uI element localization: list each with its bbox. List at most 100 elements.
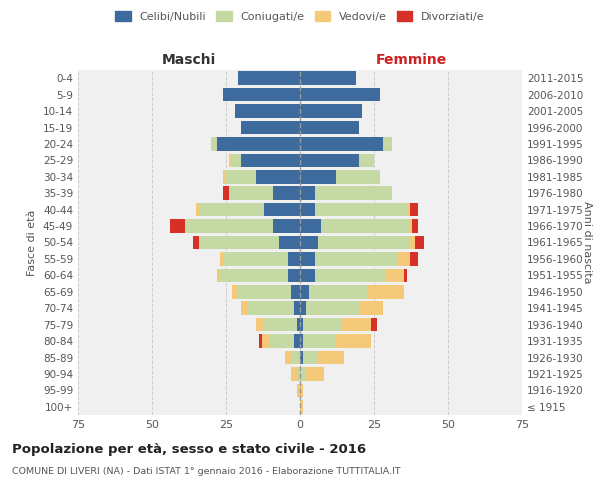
Bar xyxy=(359,302,383,315)
Bar xyxy=(223,170,226,183)
Bar xyxy=(300,285,309,298)
Bar xyxy=(279,236,300,249)
Bar xyxy=(238,72,300,85)
Bar xyxy=(359,154,374,167)
Bar xyxy=(318,351,344,364)
Bar xyxy=(300,154,359,167)
Bar xyxy=(300,302,306,315)
Bar xyxy=(410,203,418,216)
Bar xyxy=(291,285,300,298)
Bar xyxy=(300,72,356,85)
Bar xyxy=(241,302,247,315)
Bar xyxy=(306,367,323,380)
Bar xyxy=(217,137,300,150)
Text: Popolazione per età, sesso e stato civile - 2016: Popolazione per età, sesso e stato civil… xyxy=(12,442,366,456)
Bar xyxy=(274,220,300,233)
Bar xyxy=(412,220,418,233)
Bar xyxy=(300,220,321,233)
Bar xyxy=(211,137,217,150)
Bar xyxy=(398,252,410,266)
Text: Femmine: Femmine xyxy=(376,52,446,66)
Bar xyxy=(335,170,380,183)
Y-axis label: Anni di nascita: Anni di nascita xyxy=(582,201,592,284)
Legend: Celibi/Nubili, Coniugati/e, Vedovi/e, Divorziati/e: Celibi/Nubili, Coniugati/e, Vedovi/e, Di… xyxy=(112,8,488,25)
Bar xyxy=(217,268,220,282)
Bar xyxy=(196,203,199,216)
Bar xyxy=(383,137,392,150)
Bar xyxy=(274,186,300,200)
Bar xyxy=(185,220,274,233)
Bar xyxy=(410,236,415,249)
Bar xyxy=(291,367,297,380)
Bar xyxy=(318,236,410,249)
Bar xyxy=(341,318,371,332)
Bar xyxy=(300,252,315,266)
Bar xyxy=(300,88,380,102)
Bar xyxy=(265,318,297,332)
Bar xyxy=(300,318,303,332)
Bar xyxy=(300,104,362,118)
Bar xyxy=(410,220,412,233)
Bar xyxy=(238,285,291,298)
Bar xyxy=(300,236,318,249)
Bar xyxy=(407,203,410,216)
Bar xyxy=(386,268,404,282)
Bar xyxy=(371,318,377,332)
Text: COMUNE DI LIVERI (NA) - Dati ISTAT 1° gennaio 2016 - Elaborazione TUTTITALIA.IT: COMUNE DI LIVERI (NA) - Dati ISTAT 1° ge… xyxy=(12,468,401,476)
Bar xyxy=(265,203,300,216)
Bar xyxy=(303,334,335,348)
Bar xyxy=(315,186,392,200)
Bar xyxy=(232,285,238,298)
Bar xyxy=(300,367,306,380)
Bar xyxy=(300,121,359,134)
Bar xyxy=(303,318,341,332)
Bar xyxy=(300,351,303,364)
Bar xyxy=(285,351,291,364)
Bar xyxy=(291,351,300,364)
Bar xyxy=(247,302,294,315)
Bar xyxy=(288,252,300,266)
Bar xyxy=(297,367,300,380)
Bar xyxy=(199,236,279,249)
Bar xyxy=(241,154,300,167)
Bar xyxy=(303,351,318,364)
Bar xyxy=(415,236,424,249)
Bar xyxy=(294,302,300,315)
Bar xyxy=(241,121,300,134)
Bar xyxy=(300,203,315,216)
Bar xyxy=(271,334,294,348)
Bar xyxy=(193,236,199,249)
Bar xyxy=(315,268,386,282)
Bar xyxy=(297,318,300,332)
Bar xyxy=(300,384,303,397)
Bar xyxy=(262,334,271,348)
Bar xyxy=(368,285,404,298)
Bar xyxy=(300,137,383,150)
Bar xyxy=(300,186,315,200)
Bar xyxy=(300,334,303,348)
Bar xyxy=(321,220,410,233)
Bar xyxy=(294,334,300,348)
Bar xyxy=(226,170,256,183)
Bar xyxy=(223,186,229,200)
Bar xyxy=(300,400,303,413)
Bar xyxy=(300,170,335,183)
Bar xyxy=(335,334,371,348)
Y-axis label: Fasce di età: Fasce di età xyxy=(28,210,37,276)
Bar xyxy=(170,220,185,233)
Bar xyxy=(315,203,407,216)
Bar xyxy=(300,268,315,282)
Bar xyxy=(220,268,288,282)
Bar xyxy=(410,252,418,266)
Bar xyxy=(256,318,265,332)
Bar xyxy=(199,203,265,216)
Bar xyxy=(256,170,300,183)
Bar xyxy=(229,186,274,200)
Bar xyxy=(297,384,300,397)
Text: Maschi: Maschi xyxy=(162,52,216,66)
Bar xyxy=(229,154,232,167)
Bar xyxy=(306,302,359,315)
Bar xyxy=(235,104,300,118)
Bar xyxy=(259,334,262,348)
Bar xyxy=(309,285,368,298)
